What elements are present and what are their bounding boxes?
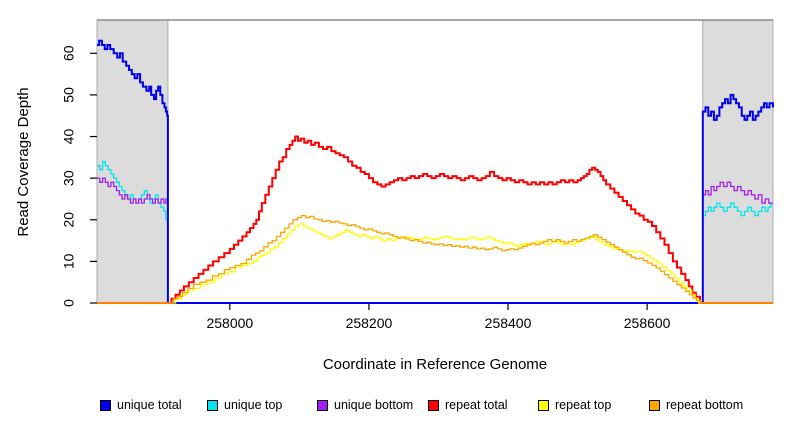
y-axis-title: Read Coverage Depth bbox=[15, 87, 32, 236]
y-tick-label: 10 bbox=[61, 253, 77, 269]
unique-bottom-swatch-icon bbox=[317, 399, 328, 411]
x-tick-label: 258000 bbox=[206, 315, 253, 331]
shaded-region-flank-right bbox=[702, 19, 774, 304]
series-line-repeat-top bbox=[97, 223, 773, 304]
legend-item-unique-bottom: unique bottom bbox=[317, 395, 413, 415]
legend-item-repeat-top: repeat top bbox=[538, 395, 611, 415]
shaded-region-flank-left bbox=[96, 19, 169, 304]
y-tick-label: 50 bbox=[61, 87, 77, 103]
series-line-unique-bottom bbox=[97, 177, 773, 304]
x-tick-label: 258200 bbox=[346, 315, 393, 331]
legend-label: unique top bbox=[224, 398, 283, 412]
repeat-bottom-swatch-icon bbox=[649, 399, 660, 411]
unique-total-swatch-icon bbox=[100, 399, 111, 411]
legend-item-unique-total: unique total bbox=[100, 395, 182, 415]
legend-label: unique bottom bbox=[334, 398, 414, 412]
repeat-top-swatch-icon bbox=[538, 399, 549, 411]
unique-top-swatch-icon bbox=[207, 399, 218, 411]
legend-item-repeat-bottom: repeat bottom bbox=[649, 395, 743, 415]
x-tick-label: 258600 bbox=[624, 315, 671, 331]
series-line-repeat-total bbox=[97, 135, 773, 304]
legend: unique total unique top unique bottom re… bbox=[0, 395, 792, 419]
series-line-unique-total bbox=[97, 39, 774, 304]
repeat-total-swatch-icon bbox=[428, 399, 439, 411]
legend-label: repeat top bbox=[555, 398, 612, 412]
x-axis-title: Coordinate in Reference Genome bbox=[323, 356, 547, 373]
legend-label: repeat bottom bbox=[666, 398, 744, 412]
unique-region-shading bbox=[96, 19, 774, 304]
legend-item-repeat-total: repeat total bbox=[428, 395, 508, 415]
x-tick-label: 258400 bbox=[485, 315, 532, 331]
legend-label: repeat total bbox=[445, 398, 508, 412]
y-tick-label: 30 bbox=[61, 170, 77, 186]
y-tick-label: 0 bbox=[61, 299, 77, 307]
legend-label: unique total bbox=[117, 398, 182, 412]
series-line-unique-top bbox=[97, 160, 773, 304]
y-tick-label: 20 bbox=[61, 212, 77, 228]
y-tick-label: 60 bbox=[61, 45, 77, 61]
y-tick-label: 40 bbox=[61, 129, 77, 145]
legend-item-unique-top: unique top bbox=[207, 395, 282, 415]
series-line-repeat-bottom bbox=[97, 214, 773, 304]
series-lines bbox=[97, 39, 774, 304]
